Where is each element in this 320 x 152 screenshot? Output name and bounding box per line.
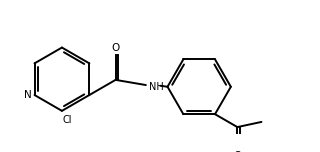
Text: O: O <box>233 151 242 152</box>
Text: O: O <box>111 43 120 53</box>
Text: NH: NH <box>149 82 164 92</box>
Text: N: N <box>24 90 32 100</box>
Text: Cl: Cl <box>62 116 72 126</box>
